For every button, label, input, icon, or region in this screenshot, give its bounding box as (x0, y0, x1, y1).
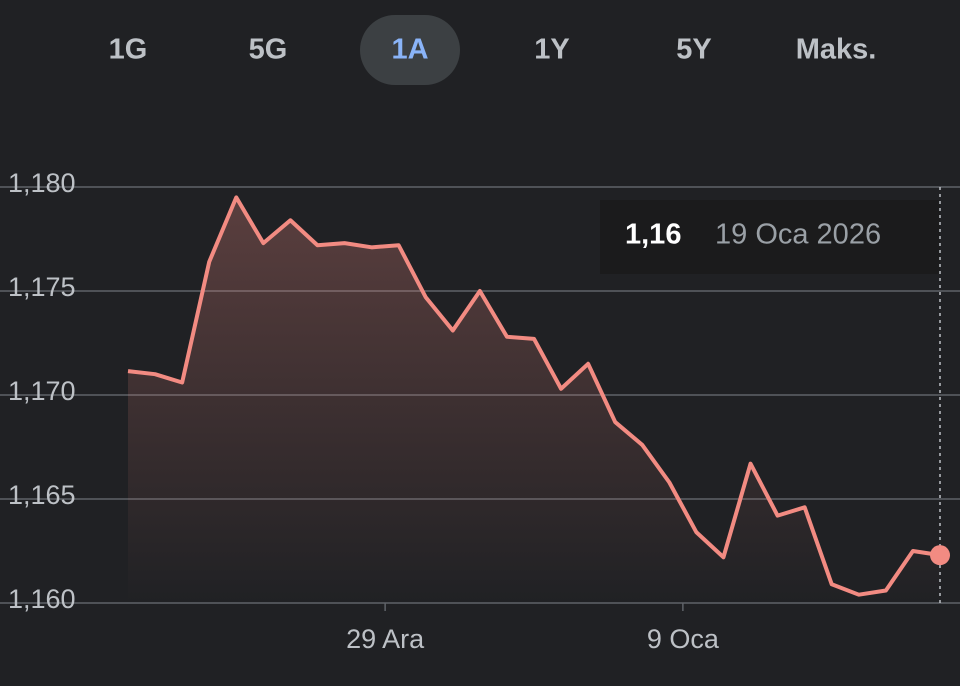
tab[interactable]: 5Y (676, 34, 711, 66)
tab[interactable]: 1A (391, 34, 428, 66)
hover-point (930, 545, 950, 566)
x-tick-label: 29 Ara (346, 624, 425, 654)
y-tick-label: 1,170 (8, 376, 76, 406)
tab[interactable]: Maks. (796, 34, 877, 66)
tooltip-value: 1,16 (625, 219, 681, 251)
x-tick-label: 9 Oca (647, 624, 720, 654)
y-tick-label: 1,165 (8, 480, 76, 510)
y-tick-label: 1,180 (8, 168, 76, 198)
tab[interactable]: 1G (109, 34, 148, 66)
y-tick-label: 1,160 (8, 584, 76, 614)
tab[interactable]: 5G (249, 34, 288, 66)
area (128, 197, 940, 603)
line (127, 195, 941, 597)
y-tick-label: 1,175 (8, 272, 76, 302)
tab-highlight (360, 15, 460, 85)
tooltip-date: 19 Oca 2026 (715, 219, 881, 251)
tab[interactable]: 1Y (534, 34, 569, 66)
tooltip-box (600, 200, 940, 274)
